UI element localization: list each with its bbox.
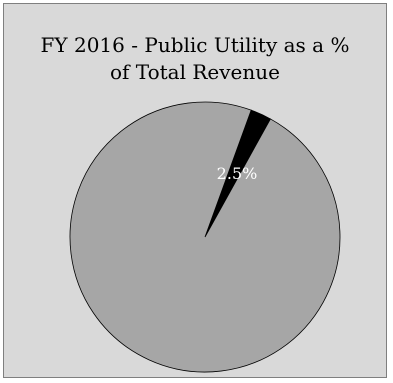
pie-chart: 2.5% bbox=[69, 101, 341, 373]
pie-data-label: 2.5% bbox=[217, 164, 258, 183]
chart-title-line-1: FY 2016 - Public Utility as a % bbox=[40, 33, 350, 57]
chart-title-line-2: of Total Revenue bbox=[110, 60, 280, 84]
pie-slice-1 bbox=[69, 101, 341, 373]
chart-title: FY 2016 - Public Utility as a % of Total… bbox=[4, 32, 386, 86]
chart-area: FY 2016 - Public Utility as a % of Total… bbox=[3, 3, 387, 378]
